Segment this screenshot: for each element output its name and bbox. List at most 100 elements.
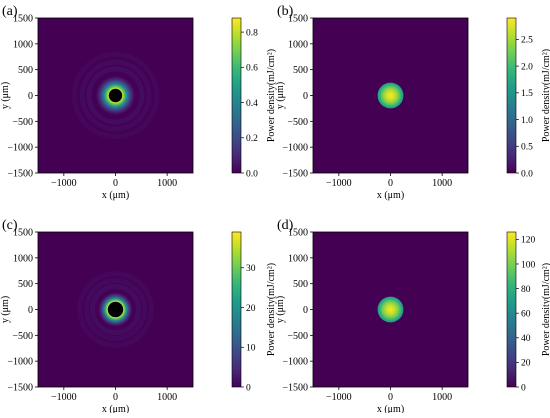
- y-tick-label: 0: [28, 91, 33, 102]
- y-axis-label: y (μm): [275, 82, 286, 109]
- y-tick-label: 1500: [288, 14, 308, 25]
- colorbar: 0 20 40 60 80 100 120 Power density(mJ/cm²): [506, 231, 550, 393]
- colorbar: 0.0 0.5 1.0 1.5 2.0 2.5 Power density(mJ/cm²): [506, 17, 550, 179]
- y-tick-label: −1000: [7, 143, 33, 154]
- x-tick-label: −1000: [51, 178, 77, 189]
- colorbar-tick-label: 0.8: [246, 28, 258, 38]
- diffraction-ring: [89, 283, 142, 336]
- colorbar-gradient: [231, 231, 242, 388]
- y-tick-label: −1000: [282, 143, 308, 154]
- y-tick-label: −1500: [7, 383, 33, 394]
- x-tick-label: 0: [388, 178, 393, 189]
- y-tick-label: −500: [12, 331, 33, 342]
- x-axis-label: x (μm): [377, 404, 404, 413]
- y-tick-label: 500: [18, 279, 33, 290]
- colorbar-label: Power density(mJ/cm²): [266, 49, 277, 142]
- colorbar-tick-label: 2.0: [521, 62, 533, 72]
- diffraction-ring: [71, 51, 160, 140]
- x-tick-label: 1000: [157, 178, 177, 189]
- y-tick-label: 500: [18, 65, 33, 76]
- colorbar: 0 10 20 30 Power density(mJ/cm²): [231, 231, 277, 393]
- y-tick-label: −1000: [7, 357, 33, 368]
- colorbar-tick-label: 0: [246, 383, 251, 393]
- beam-spot: [377, 296, 404, 323]
- x-axis-label: x (μm): [377, 190, 404, 201]
- colorbar-tick-label: 0.4: [246, 99, 258, 109]
- colorbar-tick-label: 60: [521, 309, 531, 319]
- y-tick-label: 500: [293, 65, 308, 76]
- x-tick-label: 0: [113, 392, 118, 403]
- y-axis-label: y (μm): [0, 82, 11, 109]
- colorbar-tick-label: 0.2: [246, 134, 258, 144]
- panel-label: (b): [277, 4, 294, 19]
- colorbar-gradient: [231, 17, 242, 174]
- colorbar-tick-label: 0.0: [521, 169, 533, 179]
- panel-a: −1000 0 1000 1500 1000 500 0 −500 −1000 −1500 x (μ…: [0, 4, 277, 201]
- y-axis-label: y (μm): [275, 296, 286, 323]
- diffraction-ring: [79, 59, 152, 132]
- colorbar-label: Power density(mJ/cm²): [266, 263, 277, 356]
- beam-spot: [377, 82, 404, 109]
- colorbar-tick-label: 120: [521, 236, 536, 246]
- panel-label: (d): [277, 218, 294, 233]
- y-tick-label: 1500: [13, 14, 33, 25]
- diffraction-ring: [84, 278, 147, 341]
- colorbar-tick-label: 40: [521, 334, 531, 344]
- x-tick-label: −1000: [51, 392, 77, 403]
- colorbar: 0.0 0.2 0.4 0.6 0.8 Power density(mJ/cm²): [231, 17, 277, 179]
- y-tick-label: −1000: [282, 357, 308, 368]
- diffraction-ring: [86, 66, 145, 125]
- x-tick-label: −1000: [326, 178, 352, 189]
- heatmap-field: [71, 51, 160, 140]
- y-tick-label: −500: [12, 117, 33, 128]
- heatmap-field: [377, 82, 404, 109]
- panel-b: −1000 0 1000 1500 1000 500 0 −500 −1000 −1500 x (μ…: [275, 4, 550, 201]
- x-tick-label: 0: [388, 392, 393, 403]
- colorbar-tick-label: 80: [521, 285, 531, 295]
- colorbar-label: Power density(mJ/cm²): [541, 49, 550, 142]
- y-tick-label: 0: [303, 305, 308, 316]
- y-tick-label: 1000: [288, 39, 308, 50]
- colorbar-tick-label: 30: [246, 264, 256, 274]
- heatmap-field: [377, 296, 404, 323]
- colorbar-tick-label: 0.6: [246, 64, 258, 74]
- panel-c: −1000 0 1000 1500 1000 500 0 −500 −1000 −1500 x (μ…: [0, 218, 277, 415]
- colorbar-gradient: [506, 17, 517, 174]
- x-tick-label: 1000: [432, 178, 452, 189]
- colorbar-tick-label: 1.5: [521, 89, 533, 99]
- y-axis-label: y (μm): [0, 296, 11, 323]
- y-tick-label: −1500: [7, 169, 33, 180]
- y-tick-label: −1500: [282, 169, 308, 180]
- y-tick-label: 1000: [288, 253, 308, 264]
- x-tick-label: 1000: [157, 392, 177, 403]
- x-tick-label: −1000: [326, 392, 352, 403]
- y-tick-label: 0: [303, 91, 308, 102]
- colorbar-tick-label: 20: [521, 359, 531, 369]
- y-tick-label: 1000: [13, 253, 33, 264]
- colorbar-gradient: [506, 231, 517, 388]
- colorbar-tick-label: 1.0: [521, 116, 533, 126]
- colorbar-tick-label: 0.0: [246, 169, 258, 179]
- panel-label: (a): [2, 4, 18, 19]
- y-tick-label: 1500: [13, 228, 33, 239]
- y-tick-label: 1000: [13, 39, 33, 50]
- colorbar-tick-label: 10: [246, 344, 256, 354]
- y-tick-label: 500: [293, 279, 308, 290]
- y-tick-label: 0: [28, 305, 33, 316]
- panel-label: (c): [2, 218, 18, 233]
- colorbar-tick-label: 20: [246, 304, 256, 314]
- colorbar-tick-label: 0.5: [521, 143, 533, 153]
- heatmap-field: [77, 271, 154, 348]
- colorbar-tick-label: 100: [521, 260, 536, 270]
- colorbar-label: Power density(mJ/cm²): [541, 263, 550, 356]
- colorbar-tick-label: 2.5: [521, 36, 533, 46]
- x-axis-label: x (μm): [102, 190, 129, 201]
- y-tick-label: −1500: [282, 383, 308, 394]
- beam-hole: [107, 301, 124, 318]
- y-tick-label: −500: [287, 117, 308, 128]
- colorbar-tick-label: 0: [521, 383, 526, 393]
- diffraction-ring: [77, 271, 154, 348]
- x-tick-label: 1000: [432, 392, 452, 403]
